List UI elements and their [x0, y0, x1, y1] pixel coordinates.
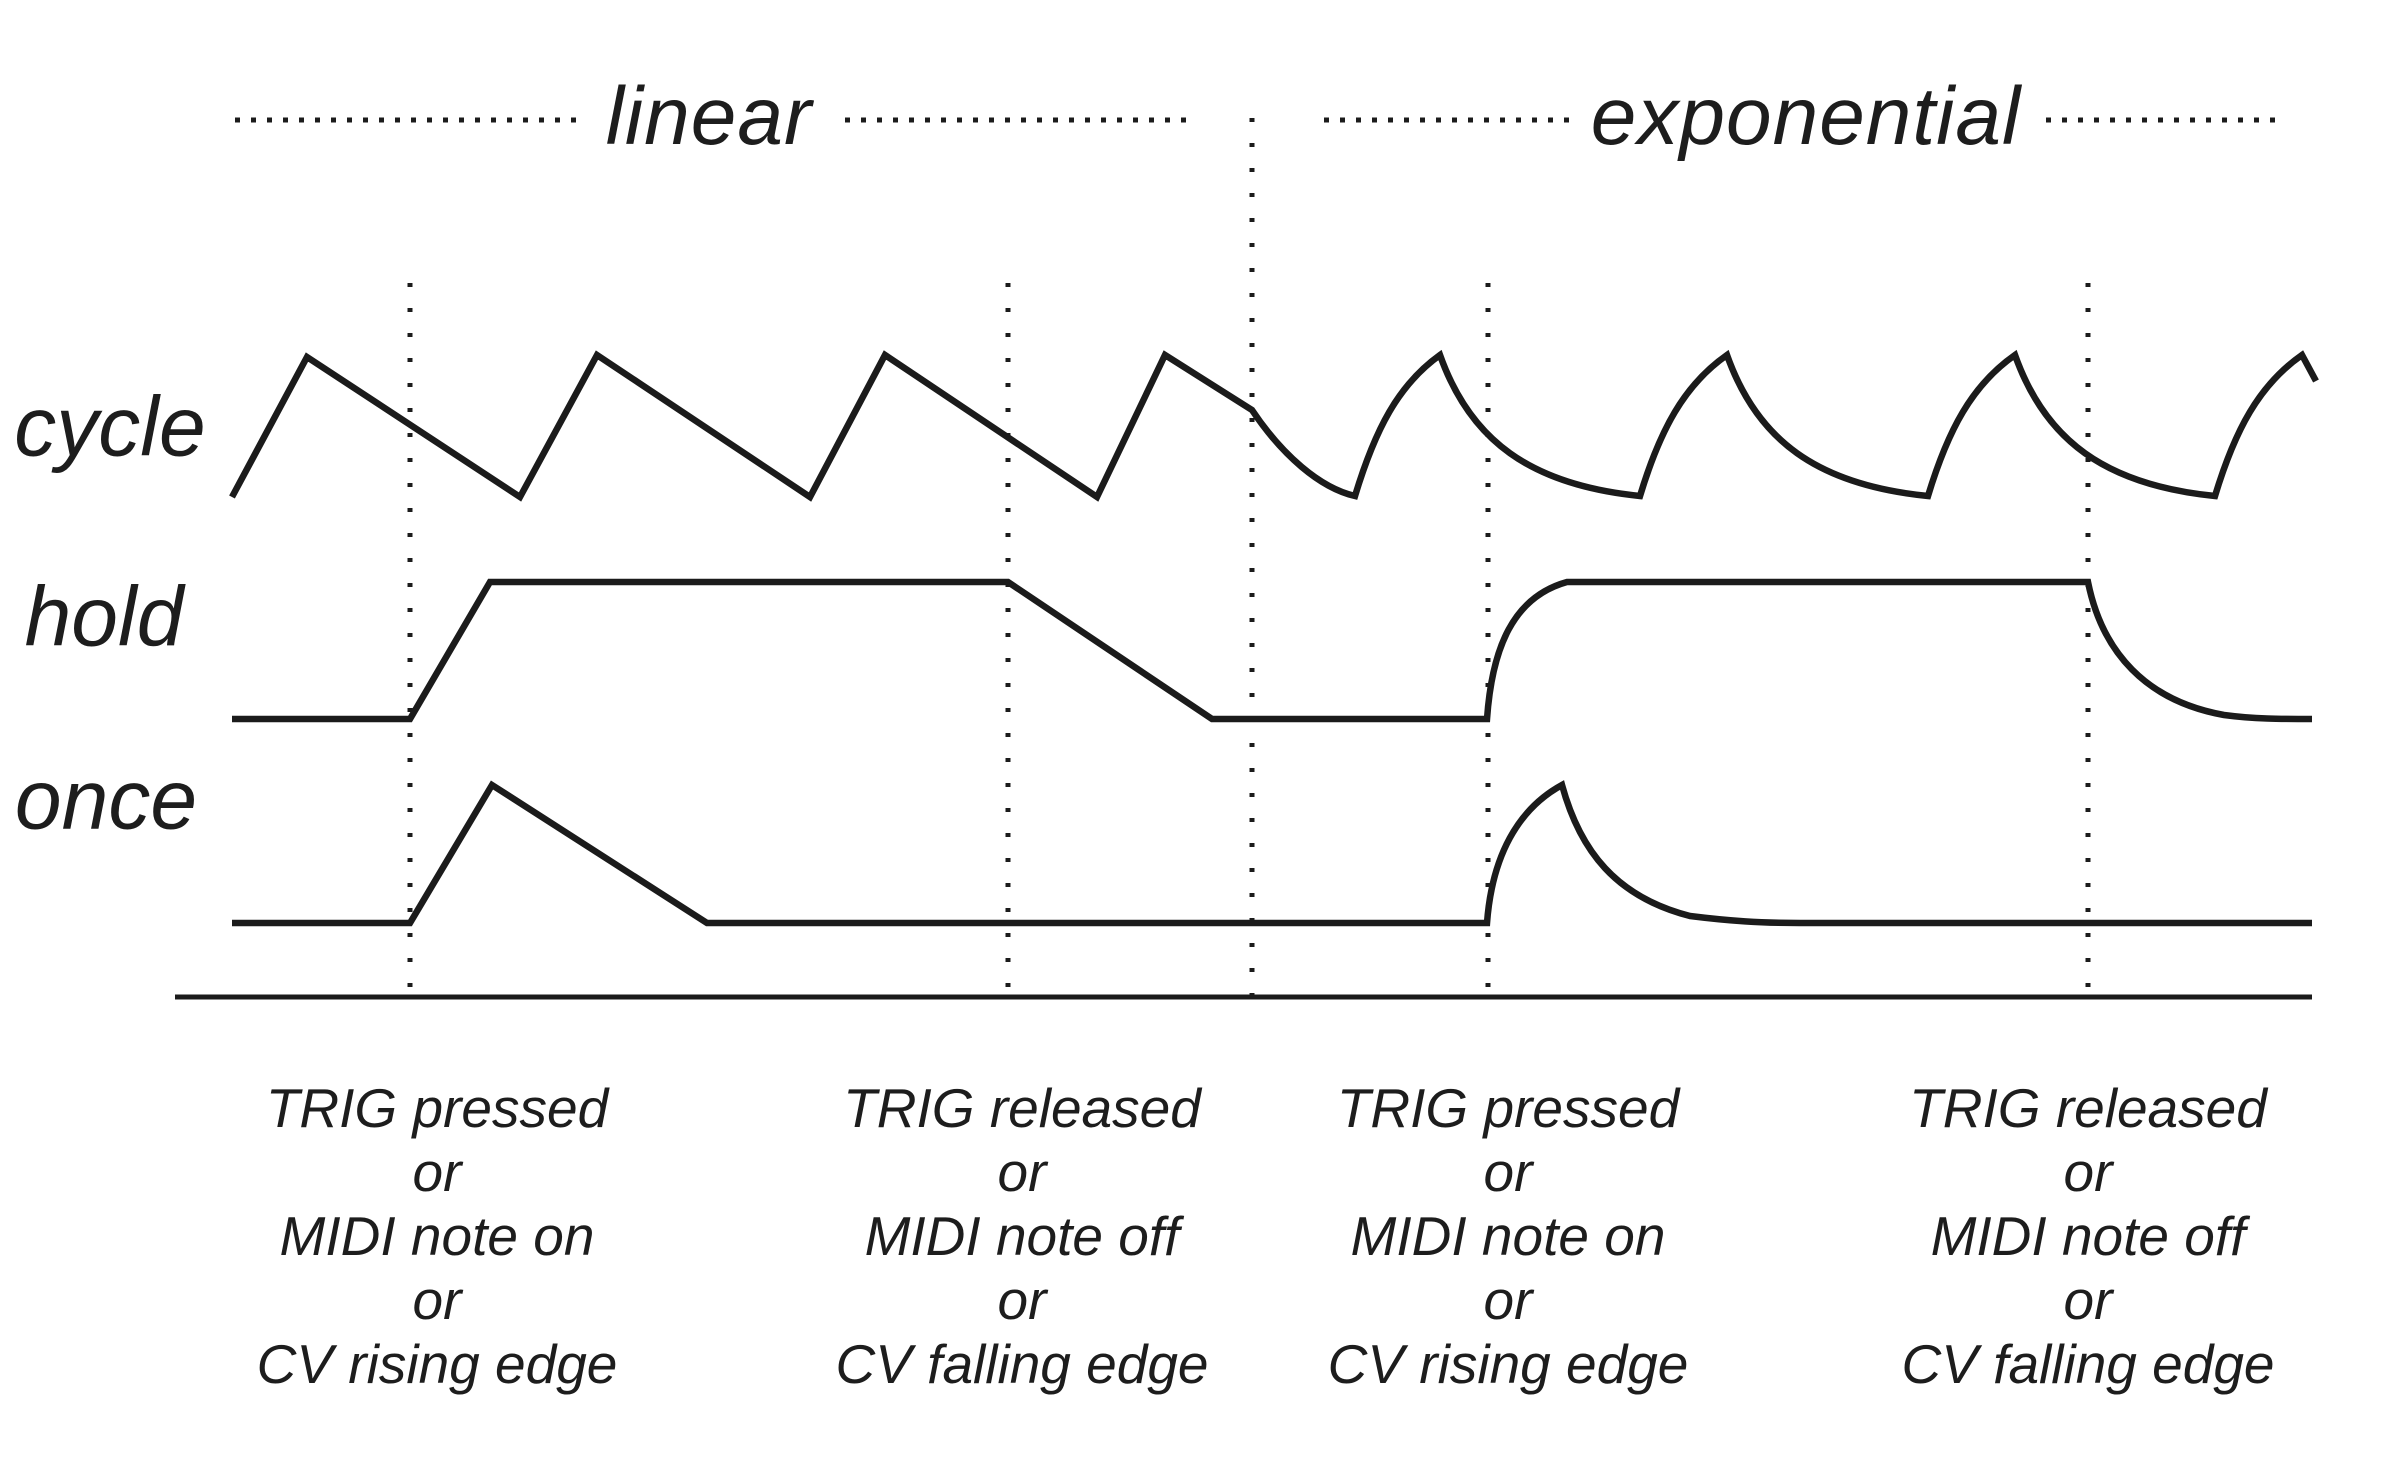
event-line: or [1483, 1141, 1533, 1203]
event-line: or [1483, 1269, 1533, 1331]
event-line: or [997, 1269, 1047, 1331]
event-line: or [412, 1141, 462, 1203]
event-line: MIDI note on [1350, 1205, 1666, 1267]
event-line: TRIG released [1909, 1077, 2267, 1139]
event-line: TRIG released [843, 1077, 1201, 1139]
event-line: or [412, 1269, 462, 1331]
event-annotation-trig-released-linear: TRIG released or MIDI note off or CV fal… [835, 1076, 1208, 1396]
event-annotation-trig-pressed-linear: TRIG pressed or MIDI note on or CV risin… [257, 1076, 618, 1396]
event-annotation-trig-pressed-exp: TRIG pressed or MIDI note on or CV risin… [1328, 1076, 1689, 1396]
event-line: CV rising edge [256, 1333, 618, 1395]
row-label-cycle: cycle [14, 379, 206, 474]
once-waveform [232, 780, 2312, 927]
section-title-exponential: exponential [1590, 71, 2022, 162]
row-label-hold: hold [24, 569, 184, 664]
event-line: MIDI note on [279, 1205, 595, 1267]
event-line: or [997, 1141, 1047, 1203]
event-line: or [2063, 1141, 2113, 1203]
row-label-once: once [14, 752, 198, 847]
event-line: CV rising edge [1327, 1333, 1689, 1395]
section-title-linear: linear [605, 71, 813, 162]
cycle-waveform [229, 349, 2319, 502]
event-line: or [2063, 1269, 2113, 1331]
event-line: MIDI note off [1930, 1205, 2246, 1267]
event-line: MIDI note off [864, 1205, 1180, 1267]
event-annotation-trig-released-exp: TRIG released or MIDI note off or CV fal… [1901, 1076, 2274, 1396]
event-line: TRIG pressed [1336, 1077, 1680, 1139]
event-line: TRIG pressed [265, 1077, 609, 1139]
event-line: CV falling edge [1901, 1333, 2275, 1395]
hold-waveform [232, 578, 2313, 723]
event-line: CV falling edge [835, 1333, 1209, 1395]
